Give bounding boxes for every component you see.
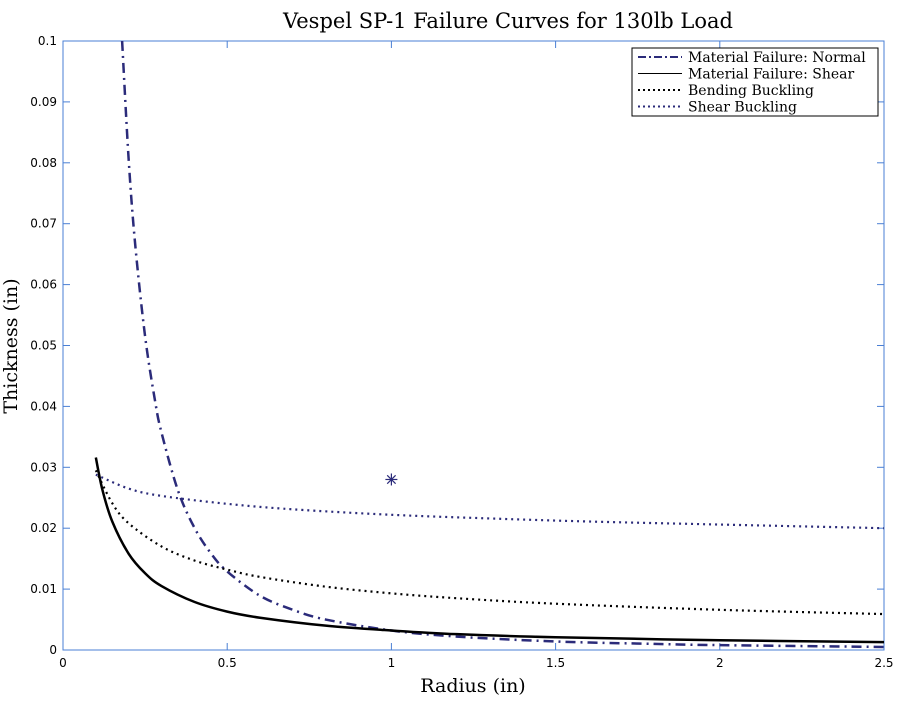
y-tick-label: 0.02 <box>30 521 57 535</box>
legend-entry-label: Material Failure: Shear <box>688 67 855 83</box>
y-tick-label: 0.07 <box>30 217 57 231</box>
asterisk-marker <box>385 473 398 486</box>
y-tick-label: 0.05 <box>30 339 57 353</box>
legend-box <box>631 47 879 117</box>
y-tick-label: 0.03 <box>30 460 57 474</box>
chart-title: Vespel SP-1 Failure Curves for 130lb Loa… <box>282 9 733 33</box>
y-tick-label: 0.08 <box>30 156 57 170</box>
legend-entry-label: Bending Buckling <box>688 83 814 99</box>
x-axis-label: Radius (in) <box>420 675 525 697</box>
plot-area <box>62 40 885 651</box>
x-tick-label: 2.5 <box>874 656 893 670</box>
series-line-3 <box>95 473 884 530</box>
x-tick-label: 0.5 <box>218 656 237 670</box>
series-layer <box>94 41 884 649</box>
x-tick-label: 1 <box>388 656 396 670</box>
series-line-1 <box>94 457 884 644</box>
markers-layer <box>385 473 398 486</box>
x-tick-label: 0 <box>59 656 67 670</box>
y-tick-label: 0.1 <box>38 34 57 48</box>
x-tick-label: 1.5 <box>546 656 565 670</box>
y-tick-label: 0.09 <box>30 95 57 109</box>
legend-entry-label: Shear Buckling <box>688 100 797 116</box>
x-tick-label: 2 <box>716 656 724 670</box>
axis-ticks: 0 0.5 1 1.5 2 2.5 0 0.01 0.02 0.03 0.04 0.05 0.06 0.0… <box>30 34 893 670</box>
legend-entry-label: Material Failure: Normal <box>688 50 866 66</box>
y-tick-label: 0.04 <box>30 399 57 413</box>
y-tick-label: 0 <box>49 643 57 657</box>
y-axis-label: Thickness (in) <box>0 278 22 413</box>
series-line-2 <box>94 469 884 616</box>
series-line-0 <box>120 41 884 649</box>
y-tick-label: 0.06 <box>30 278 57 292</box>
y-tick-label: 0.01 <box>30 582 57 596</box>
